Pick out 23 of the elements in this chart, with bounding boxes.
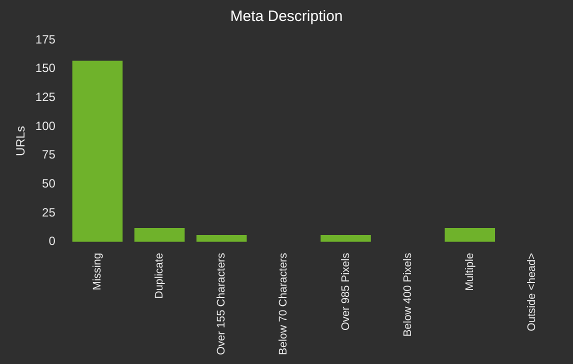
x-tick-label: Below 70 Characters	[278, 252, 290, 356]
y-tick-label: 175	[35, 32, 56, 46]
bar	[134, 228, 185, 242]
x-tick-label: Below 400 Pixels	[402, 252, 414, 337]
bar	[196, 234, 247, 242]
y-tick-label: 0	[48, 234, 56, 248]
x-tick-label: Missing	[91, 252, 104, 290]
x-tick-label: Multiple	[464, 252, 476, 291]
x-tick-label: Outside <head>	[526, 252, 538, 332]
bar	[320, 234, 371, 242]
y-axis-title: URLs	[14, 126, 28, 156]
y-tick-label: 25	[42, 205, 56, 220]
bar	[72, 60, 123, 242]
y-tick-label: 50	[42, 176, 56, 191]
y-tick-label: 150	[35, 61, 56, 76]
x-tick-label: Over 155 Characters	[216, 252, 228, 356]
y-tick-label: 125	[35, 90, 56, 104]
y-tick-label: 75	[42, 148, 56, 162]
chart-title: Meta Description	[230, 8, 343, 26]
x-tick-label: Over 985 Pixels	[340, 252, 352, 331]
bar	[444, 228, 496, 242]
y-tick-label: 100	[35, 118, 56, 133]
x-tick-label: Duplicate	[154, 252, 166, 299]
